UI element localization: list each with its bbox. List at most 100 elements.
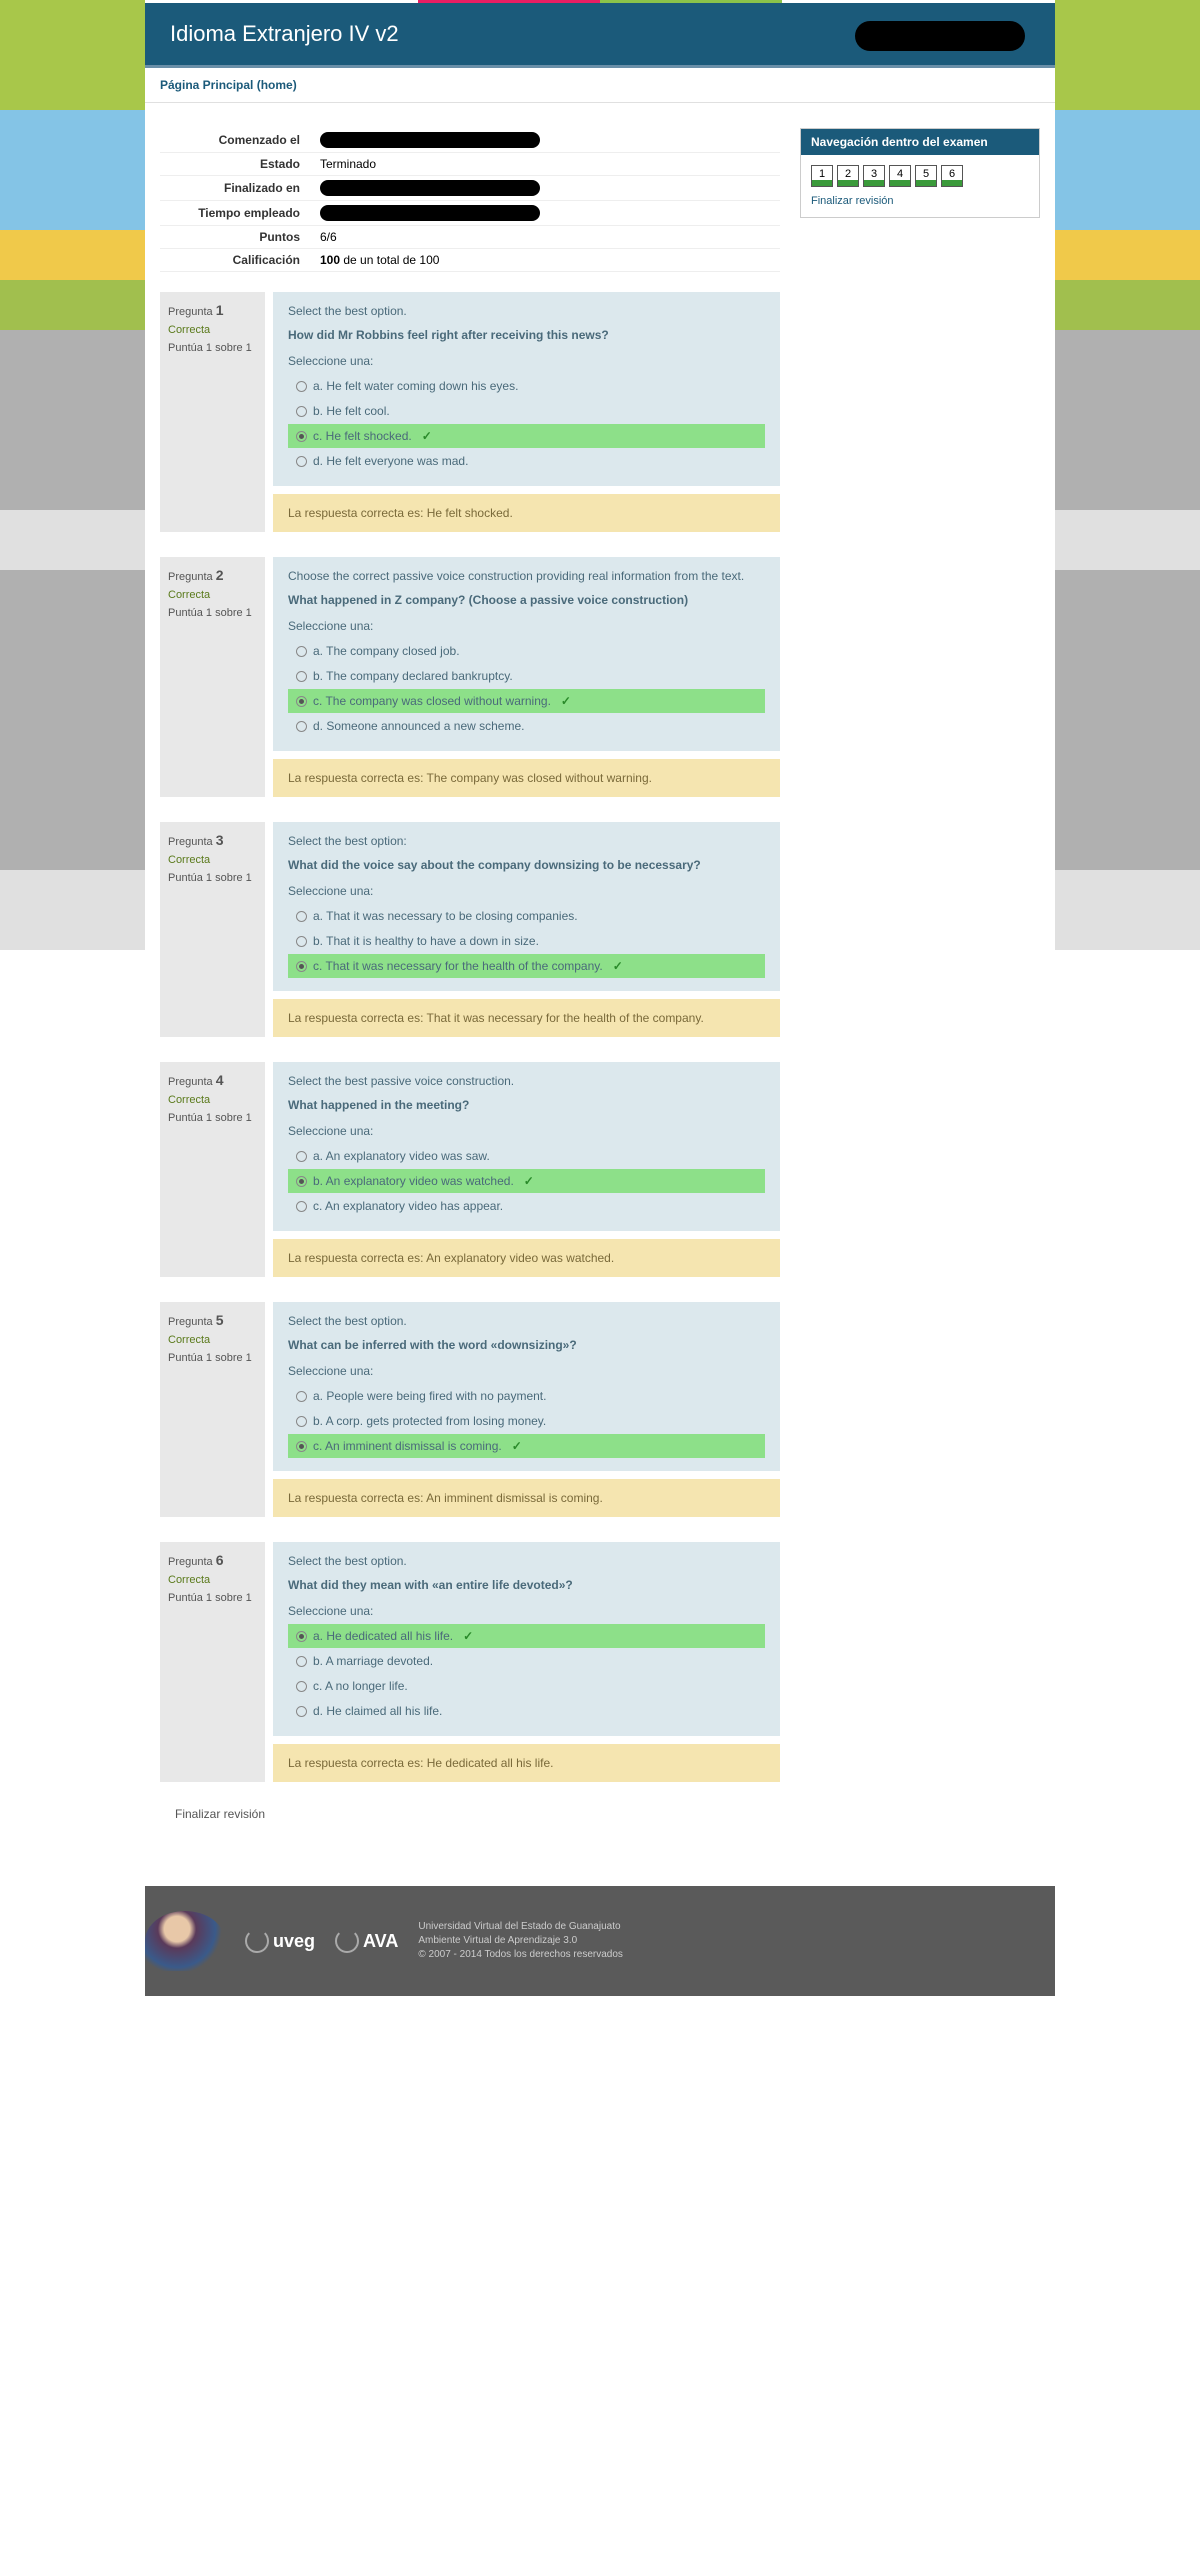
radio-icon: [296, 1151, 307, 1162]
option-text: b. A marriage devoted.: [313, 1654, 433, 1668]
answer-option[interactable]: c. A no longer life.: [288, 1674, 765, 1698]
summary-value: Terminado: [310, 153, 780, 176]
answer-option[interactable]: a. That it was necessary to be closing c…: [288, 904, 765, 928]
summary-row: Finalizado en: [160, 176, 780, 201]
question-text-panel: Select the best option: What did the voic…: [273, 822, 780, 991]
question-instruction: Select the best option.: [288, 1314, 765, 1328]
answer-option[interactable]: c. An imminent dismissal is coming.✓: [288, 1434, 765, 1458]
summary-row: Calificación100 de un total de 100: [160, 249, 780, 272]
summary-value: [310, 176, 780, 201]
question-body: Select the best option: What did the voic…: [273, 822, 780, 1037]
redacted-value: [320, 132, 540, 148]
breadcrumb[interactable]: Página Principal (home): [145, 68, 1055, 103]
select-one-label: Seleccione una:: [288, 1604, 765, 1618]
nav-question-button[interactable]: 2: [837, 165, 859, 187]
summary-row: Puntos6/6: [160, 226, 780, 249]
question-block: Pregunta 4CorrectaPuntúa 1 sobre 1Select…: [160, 1062, 780, 1277]
radio-icon: [296, 911, 307, 922]
attempt-summary-table: Comenzado elEstadoTerminadoFinalizado en…: [160, 128, 780, 272]
question-text-panel: Select the best option.What did they mea…: [273, 1542, 780, 1736]
select-one-label: Seleccione una:: [288, 619, 765, 633]
answer-option[interactable]: b. He felt cool.: [288, 399, 765, 423]
answer-option[interactable]: b. The company declared bankruptcy.: [288, 664, 765, 688]
answer-option[interactable]: c. That it was necessary for the health …: [288, 954, 765, 978]
radio-icon: [296, 1441, 307, 1452]
question-grade: Puntúa 1 sobre 1: [168, 607, 257, 619]
question-body: Select the best passive voice constructi…: [273, 1062, 780, 1277]
answer-option[interactable]: c. The company was closed without warnin…: [288, 689, 765, 713]
option-text: d. He claimed all his life.: [313, 1704, 442, 1718]
question-number: Pregunta 5: [168, 1312, 257, 1328]
summary-row: EstadoTerminado: [160, 153, 780, 176]
footer-logo-ava: AVA: [335, 1929, 398, 1953]
answer-option[interactable]: d. Someone announced a new scheme.: [288, 714, 765, 738]
question-grade: Puntúa 1 sobre 1: [168, 1112, 257, 1124]
question-state: Correcta: [168, 1574, 257, 1586]
answer-option[interactable]: a. He dedicated all his life. ✓: [288, 1624, 765, 1648]
answer-option[interactable]: b. That it is healthy to have a down in …: [288, 929, 765, 953]
answer-option[interactable]: c. He felt shocked.✓: [288, 424, 765, 448]
radio-icon: [296, 1416, 307, 1427]
question-body: Select the best option.How did Mr Robbin…: [273, 292, 780, 532]
page-footer: uveg AVA Universidad Virtual del Estado …: [145, 1886, 1055, 1996]
footer-person-image: [145, 1911, 225, 1971]
answer-option[interactable]: a. An explanatory video was saw.: [288, 1144, 765, 1168]
answer-option[interactable]: a. The company closed job.: [288, 639, 765, 663]
finish-review-link-bottom[interactable]: Finalizar revisión: [175, 1807, 780, 1821]
select-one-label: Seleccione una:: [288, 884, 765, 898]
quiz-nav-panel: Navegación dentro del examen 123456 Fina…: [800, 128, 1040, 218]
select-one-label: Seleccione una:: [288, 1124, 765, 1138]
radio-icon: [296, 721, 307, 732]
answer-option[interactable]: c. An explanatory video has appear.: [288, 1194, 765, 1218]
redacted-value: [320, 180, 540, 196]
question-instruction: Select the best option:: [288, 834, 765, 848]
option-text: c. The company was closed without warnin…: [313, 694, 551, 708]
question-instruction: Select the best option.: [288, 1554, 765, 1568]
answer-option[interactable]: d. He claimed all his life.: [288, 1699, 765, 1723]
answer-option[interactable]: b. A corp. gets protected from losing mo…: [288, 1409, 765, 1433]
nav-question-button[interactable]: 4: [889, 165, 911, 187]
summary-value: 6/6: [310, 226, 780, 249]
answer-option[interactable]: a. People were being fired with no payme…: [288, 1384, 765, 1408]
question-number: Pregunta 6: [168, 1552, 257, 1568]
option-text: a. He felt water coming down his eyes.: [313, 379, 518, 393]
question-state: Correcta: [168, 589, 257, 601]
footer-logo-uveg: uveg: [245, 1929, 315, 1953]
question-number: Pregunta 2: [168, 567, 257, 583]
question-info: Pregunta 2 Correcta Puntúa 1 sobre 1: [160, 557, 265, 797]
question-info: Pregunta 1CorrectaPuntúa 1 sobre 1: [160, 292, 265, 532]
question-state: Correcta: [168, 324, 257, 336]
question-number: Pregunta 3: [168, 832, 257, 848]
question-prompt: What happened in the meeting?: [288, 1098, 765, 1112]
option-text: a. He dedicated all his life.: [313, 1629, 453, 1643]
option-text: a. An explanatory video was saw.: [313, 1149, 490, 1163]
finish-review-link-nav[interactable]: Finalizar revisión: [811, 195, 1029, 207]
question-body: Select the best option.What did they mea…: [273, 1542, 780, 1782]
question-block: Pregunta 5CorrectaPuntúa 1 sobre 1Select…: [160, 1302, 780, 1517]
nav-question-button[interactable]: 1: [811, 165, 833, 187]
radio-icon: [296, 961, 307, 972]
redacted-logo: [855, 21, 1025, 51]
summary-value: 100 de un total de 100: [310, 249, 780, 272]
nav-question-button[interactable]: 6: [941, 165, 963, 187]
question-prompt: What did the voice say about the company…: [288, 858, 765, 872]
answer-option[interactable]: d. He felt everyone was mad.: [288, 449, 765, 473]
select-one-label: Seleccione una:: [288, 1364, 765, 1378]
summary-label: Puntos: [160, 226, 310, 249]
radio-icon: [296, 1681, 307, 1692]
question-grade: Puntúa 1 sobre 1: [168, 342, 257, 354]
nav-question-button[interactable]: 3: [863, 165, 885, 187]
answer-option[interactable]: b. A marriage devoted.: [288, 1649, 765, 1673]
question-grade: Puntúa 1 sobre 1: [168, 872, 257, 884]
radio-icon: [296, 936, 307, 947]
option-text: c. A no longer life.: [313, 1679, 408, 1693]
answer-option[interactable]: a. He felt water coming down his eyes.: [288, 374, 765, 398]
feedback-panel: La respuesta correcta es: That it was ne…: [273, 999, 780, 1037]
radio-icon: [296, 1391, 307, 1402]
feedback-panel: La respuesta correcta es: He dedicated a…: [273, 1744, 780, 1782]
option-text: c. An imminent dismissal is coming.: [313, 1439, 502, 1453]
radio-icon: [296, 1656, 307, 1667]
answer-option[interactable]: b. An explanatory video was watched.✓: [288, 1169, 765, 1193]
nav-question-button[interactable]: 5: [915, 165, 937, 187]
check-icon: ✓: [463, 1629, 473, 1643]
